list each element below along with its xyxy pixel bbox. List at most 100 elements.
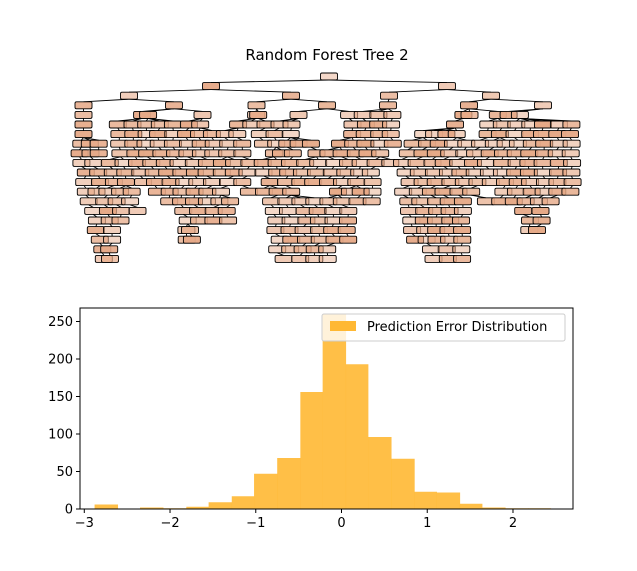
tree-node [383,139,402,148]
tree-node [247,101,266,110]
legend-swatch [330,321,356,331]
tree-node [282,91,300,100]
tree-node [534,101,552,110]
tree-node [217,206,236,215]
tree-node [212,187,230,196]
tree-node [438,82,456,91]
y-tick-label: 150 [48,390,73,405]
tree-node [318,245,337,254]
histogram-bar [482,507,506,509]
y-axis: 0 50 100 150 200 250 [48,315,80,518]
tree-node [233,178,252,187]
tree-edge [128,98,175,103]
tree-edge [128,89,212,93]
tree-node [548,178,567,187]
tree-node [462,187,481,196]
tree-node [363,187,382,196]
tree-node [541,197,560,206]
tree-node [182,235,201,244]
x-tick-label: 2 [509,516,517,531]
tree-edge [328,79,448,84]
tree-node [111,149,130,158]
tree-node [307,168,326,177]
tree-edge [210,89,292,93]
tree-node [534,120,552,129]
tree-node [219,216,238,225]
tree-node [121,197,140,206]
y-tick-label: 100 [48,428,73,443]
tree-node [409,168,428,177]
tree-node [400,206,418,215]
histogram-bar [414,491,437,509]
tree-node [103,235,122,244]
tree-node [350,168,369,177]
y-tick-label: 250 [48,315,73,330]
histogram-bars [94,314,552,509]
tree-node [371,149,390,158]
tree-node [203,178,221,187]
tree-node [163,120,182,129]
tree-node [239,187,258,196]
tree-node [122,187,141,196]
tree-node [202,82,220,91]
tree-node [507,120,526,129]
x-axis: −3 −2 −1 0 1 2 [75,509,517,531]
tree-node [429,139,448,148]
tree-title: Random Forest Tree 2 [245,46,408,64]
tree-node [75,178,94,187]
tree-node [249,110,268,119]
tree-node [74,110,93,119]
tree-node [407,158,426,167]
tree-node [506,187,525,196]
tree-node [79,197,98,206]
tree-node [191,120,210,129]
tree-node [169,158,188,167]
tree-node [339,235,358,244]
x-tick-label: 0 [337,516,345,531]
tree-node [339,206,358,215]
tree-node [437,245,456,254]
x-tick-label: 1 [423,516,431,531]
tree-node [161,178,180,187]
histogram-bar [254,473,278,509]
tree-node [533,130,551,139]
tree-edge [388,89,448,93]
tree-node [422,245,440,254]
tree-node [347,178,366,187]
tree-node [453,197,472,206]
plot-frame [79,307,574,510]
tree-node [351,187,370,196]
tree-node [84,158,103,167]
tree-node [262,197,281,206]
tree-node [337,226,356,235]
tree-node [197,158,216,167]
tree-edge [210,79,330,84]
tree-node [460,110,479,119]
tree-node [282,120,301,129]
tree-node [281,216,300,225]
tree-node [233,139,252,148]
tree-node [124,139,143,148]
tree-node [510,110,529,119]
histogram-bar [322,314,347,509]
tree-node [383,110,402,119]
tree-node [267,216,286,225]
tree-node [381,130,400,139]
histogram-bar [436,492,461,509]
tree-node [320,72,338,81]
tree-node [228,130,247,139]
tree-node [120,91,138,100]
tree-node [363,178,382,187]
tree-node [100,245,119,254]
tree-node [74,120,93,129]
tree-node [440,149,459,158]
tree-node [282,187,301,196]
tree-node [476,158,495,167]
tree-node [294,226,313,235]
tree-node [353,110,372,119]
histogram-bar [345,364,369,509]
tree-node [531,206,550,215]
histogram-bar [140,507,164,509]
tree-node [260,178,279,187]
tree-node [318,101,336,110]
